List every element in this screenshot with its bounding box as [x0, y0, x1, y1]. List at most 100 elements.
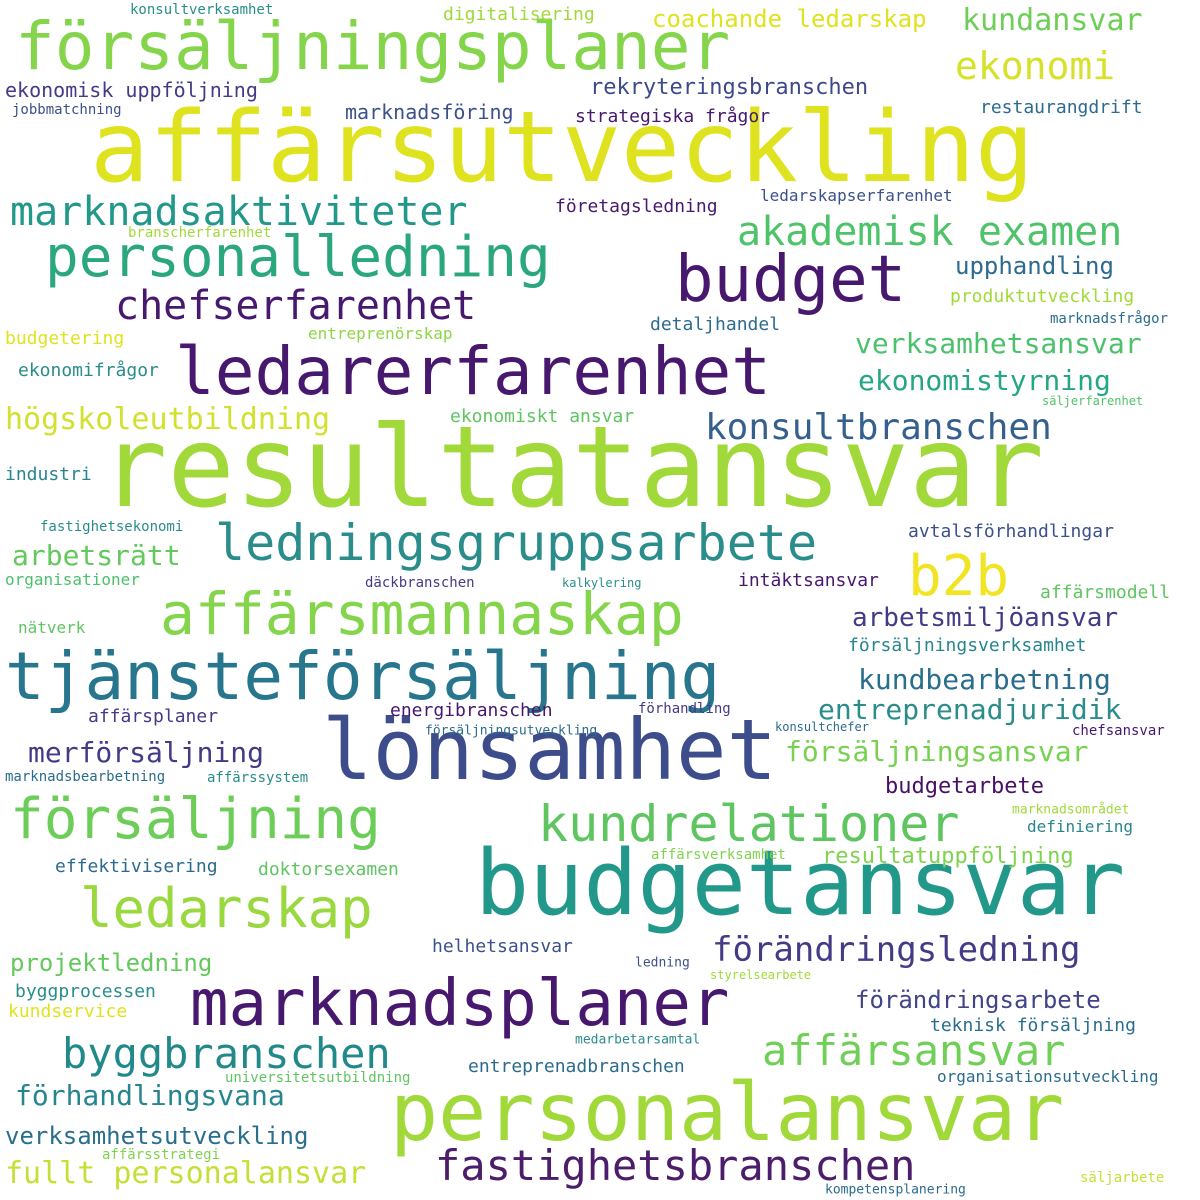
cloud-word: konsultchefer [775, 720, 869, 734]
cloud-word: fullt personalansvar [5, 1156, 367, 1191]
cloud-word: försäljningsansvar [785, 735, 1089, 768]
cloud-word: kundansvar [962, 3, 1143, 38]
cloud-word: konsultverksamhet [130, 2, 274, 18]
cloud-word: doktorsexamen [258, 859, 399, 880]
cloud-word: kundservice [8, 1001, 128, 1022]
cloud-word: kundbearbetning [858, 663, 1111, 696]
cloud-word: affärssystem [207, 770, 309, 786]
cloud-word: marknadsföring [345, 100, 514, 124]
cloud-word: ekonomisk uppföljning [5, 78, 258, 102]
cloud-word: intäktsansvar [738, 570, 879, 591]
cloud-word: digitalisering [443, 4, 595, 25]
cloud-word: avtalsförhandlingar [908, 521, 1114, 542]
cloud-word: resultatansvar [100, 403, 1045, 533]
cloud-word: restaurangdrift [980, 97, 1143, 118]
cloud-word: försäljningsplaner [15, 8, 731, 85]
cloud-word: byggbranschen [62, 1029, 391, 1078]
cloud-word: ledarerfarenhet [175, 333, 772, 410]
cloud-word: fastighetsekonomi [40, 519, 184, 535]
cloud-word: entreprenörskap [308, 324, 453, 343]
cloud-word: organisationsutveckling [937, 1067, 1159, 1086]
cloud-word: verksamhetsutveckling [5, 1122, 309, 1150]
cloud-word: försäljningsutveckling [425, 723, 598, 739]
cloud-word: effektivisering [55, 856, 218, 877]
cloud-word: fastighetsbranschen [435, 1141, 916, 1190]
cloud-word: entreprenadjuridik [818, 693, 1122, 726]
cloud-word: strategiska frågor [575, 106, 771, 127]
cloud-word: byggprocessen [15, 981, 156, 1002]
cloud-word: affärsansvar [762, 1026, 1066, 1075]
cloud-word: medarbetarsamtal [575, 1032, 701, 1048]
cloud-word: förändringsarbete [855, 986, 1101, 1014]
cloud-word: budgetansvar [475, 831, 1126, 936]
cloud-word: jobbmatchning [12, 102, 122, 118]
cloud-word: kalkylering [562, 576, 642, 590]
cloud-word: säljarbete [1080, 1170, 1165, 1186]
cloud-word: försäljningsverksamhet [848, 635, 1087, 656]
cloud-word: definiering [1027, 817, 1133, 836]
cloud-word: affärsmannaskap [160, 580, 684, 648]
cloud-word: ekonomi [955, 44, 1116, 88]
cloud-word: helhetsansvar [432, 936, 573, 957]
cloud-word: verksamhetsansvar [855, 327, 1142, 360]
cloud-word: personalledning [45, 225, 551, 290]
cloud-word: projektledning [10, 949, 213, 977]
cloud-word: personalansvar [390, 1066, 1065, 1159]
cloud-word: resultatuppföljning [822, 844, 1074, 869]
cloud-word: lönsamhet [322, 701, 778, 799]
cloud-word: ledningsgruppsarbete [215, 514, 818, 572]
cloud-word: kompetensplanering [825, 1182, 966, 1198]
cloud-word: budgetarbete [885, 774, 1044, 799]
cloud-word: detaljhandel [650, 314, 781, 335]
cloud-word: ekonomifrågor [18, 360, 159, 381]
cloud-word: företagsledning [555, 196, 718, 217]
cloud-word: ekonomiskt ansvar [450, 406, 635, 427]
cloud-word: styrelsearbete [710, 968, 812, 982]
cloud-word: chefserfarenhet [115, 283, 477, 329]
cloud-word: branscherfarenhet [128, 225, 272, 241]
cloud-word: tjänsteförsäljning [5, 638, 721, 715]
cloud-word: kundrelationer [538, 795, 960, 853]
cloud-word: däckbranschen [365, 575, 475, 591]
cloud-word: affärsplaner [88, 706, 219, 727]
cloud-word: akademisk examen [737, 209, 1123, 255]
cloud-word: marknadsbearbetning [5, 769, 166, 785]
cloud-word: affärsstrategi [102, 1147, 221, 1163]
cloud-word: rekryteringsbranschen [590, 75, 869, 100]
cloud-word: universitetsutbildning [225, 1070, 411, 1086]
cloud-word: arbetsrätt [12, 539, 181, 572]
cloud-word: förändringsledning [712, 930, 1081, 970]
cloud-word: ledning [635, 955, 690, 971]
cloud-word: industri [5, 464, 92, 485]
cloud-word: produktutveckling [950, 286, 1135, 307]
cloud-word: affärsutveckling [90, 91, 1035, 205]
cloud-word: affärsverksamhet [651, 847, 786, 863]
cloud-word: entreprenadbranschen [468, 1056, 685, 1077]
cloud-word: coachande ledarskap [652, 5, 927, 33]
cloud-word: förhandling [638, 701, 731, 717]
cloud-word: merförsäljning [28, 736, 265, 769]
cloud-word: marknadsplaner [190, 967, 730, 1041]
cloud-word: chefsansvar [1072, 723, 1165, 739]
cloud-word: högskoleutbildning [5, 402, 331, 437]
cloud-word: teknisk försäljning [930, 1015, 1136, 1036]
cloud-word: ledarskapserfarenhet [760, 186, 953, 205]
cloud-word: arbetsmiljöansvar [852, 603, 1119, 633]
cloud-word: marknadsfrågor [1050, 311, 1169, 327]
cloud-word: ekonomistyrning [858, 364, 1111, 397]
cloud-word: marknadsaktiviteter [10, 189, 468, 235]
cloud-word: energibranschen [390, 700, 553, 721]
cloud-word: konsultbranschen [705, 407, 1052, 448]
cloud-word: budgetering [5, 328, 125, 349]
cloud-word: organisationer [5, 570, 140, 589]
cloud-word: b2b [908, 544, 1010, 609]
cloud-word: förhandlingsvana [15, 1079, 285, 1112]
cloud-word: affärsmodell [1040, 582, 1171, 603]
cloud-word: ledarskap [80, 877, 373, 940]
cloud-word: försäljning [10, 787, 381, 852]
cloud-word: nätverk [18, 618, 86, 637]
cloud-word: upphandling [955, 252, 1114, 280]
cloud-word: budget [675, 243, 907, 317]
cloud-word: marknadsområdet [1012, 802, 1130, 818]
